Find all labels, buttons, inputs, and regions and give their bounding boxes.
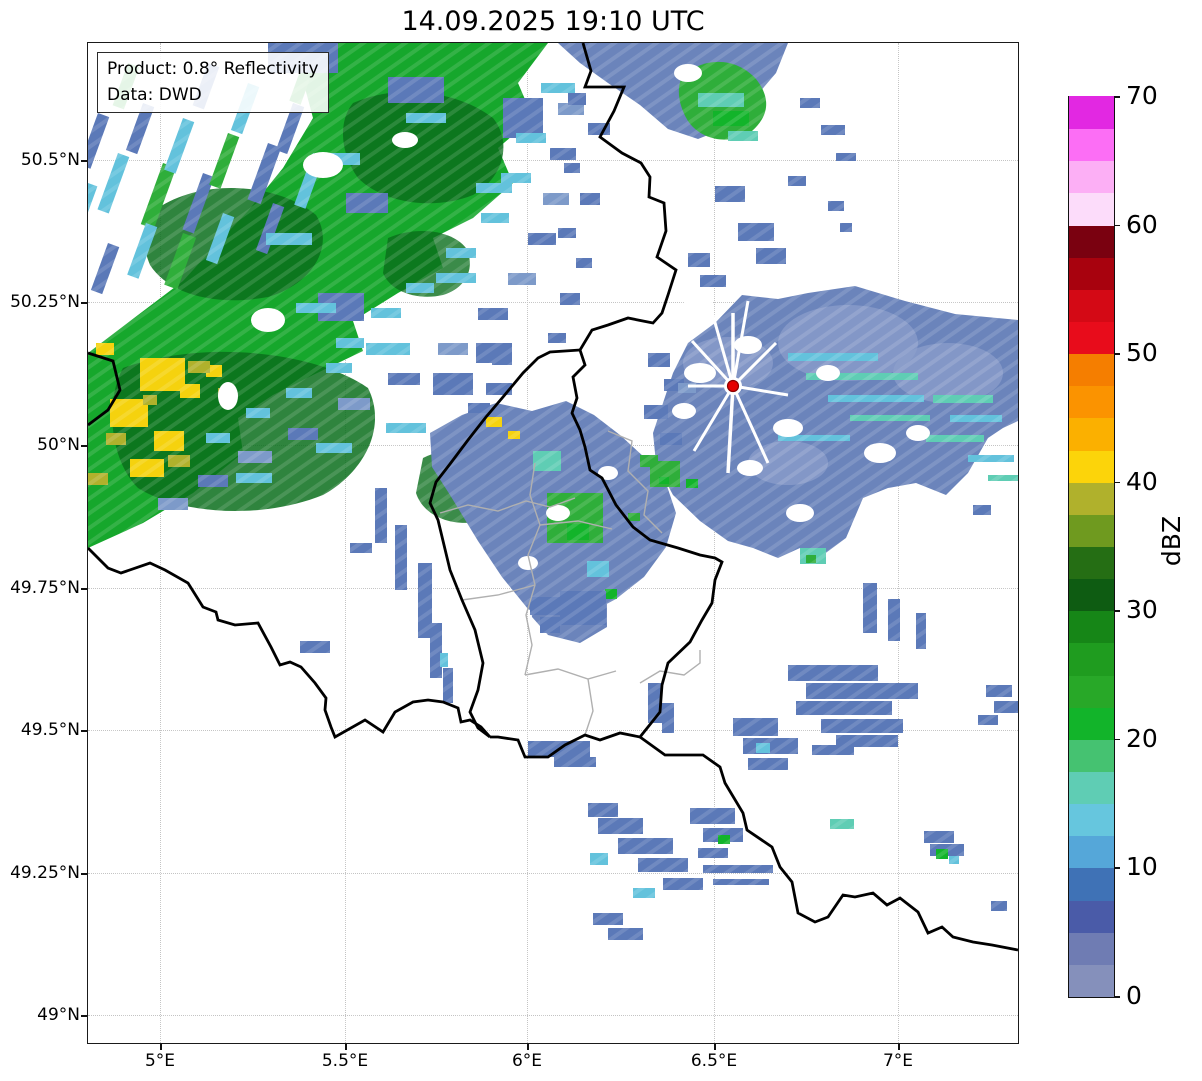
lat-tick-mark — [81, 160, 87, 162]
admin-line — [524, 462, 541, 676]
colorbar-segment — [1069, 932, 1114, 965]
colorbar-tick-label: 10 — [1126, 852, 1158, 882]
border-lu-south — [490, 731, 641, 759]
colorbar-segment — [1069, 385, 1114, 419]
colorbar-tick-label: 70 — [1126, 81, 1158, 110]
colorbar-segment — [1069, 96, 1114, 130]
lat-tick-mark — [81, 873, 87, 875]
colorbar-segment — [1069, 642, 1114, 676]
admin-line — [639, 650, 701, 684]
border-de-be-lu — [570, 43, 1018, 952]
lat-tick-mark — [81, 302, 87, 304]
colorbar-segment — [1069, 964, 1114, 997]
colorbar-tick-mark — [1114, 610, 1120, 612]
lon-tick-mark — [160, 1044, 162, 1050]
colorbar-segment — [1069, 449, 1114, 483]
lat-tick-label: 50°N — [37, 435, 80, 455]
lon-tick-mark — [345, 1044, 347, 1050]
map-plot-area — [88, 43, 1018, 1043]
colorbar-segment — [1069, 417, 1114, 451]
colorbar-tick-mark — [1114, 996, 1120, 998]
colorbar-segment — [1069, 771, 1114, 805]
admin-line — [439, 497, 576, 514]
lon-tick-label: 6.5°E — [690, 1051, 738, 1071]
colorbar-segment — [1069, 128, 1114, 162]
colorbar-tick-mark — [1114, 224, 1120, 227]
colorbar-tick-mark — [1114, 738, 1120, 741]
colorbar-segment — [1069, 482, 1114, 515]
colorbar-segment — [1069, 224, 1114, 258]
border-be-fr — [88, 547, 492, 740]
colorbar-tick-label: 20 — [1126, 723, 1158, 753]
lon-tick-mark — [898, 1044, 900, 1050]
radial-streak-texture — [88, 43, 1018, 1043]
lat-tick-mark — [81, 1015, 87, 1017]
lon-tick-label: 5.5°E — [321, 1051, 369, 1071]
colorbar-segment — [1069, 803, 1114, 837]
colorbar-segment — [1069, 899, 1114, 933]
colorbar-axis-label: dBZ — [1157, 515, 1186, 567]
border-west-stub — [88, 351, 122, 427]
lat-tick-mark — [81, 588, 87, 590]
admin-line — [607, 430, 663, 534]
colorbar-segment — [1069, 321, 1114, 355]
admin-line — [524, 668, 617, 736]
colorbar-segment — [1069, 160, 1114, 194]
colorbar-tick-label: 40 — [1126, 466, 1158, 496]
lon-tick-mark — [527, 1044, 529, 1050]
lon-tick-label: 7°E — [882, 1051, 914, 1071]
lat-tick-label: 49.5°N — [20, 720, 80, 740]
country-borders-layer — [88, 43, 1018, 952]
radar-map-canvas — [88, 43, 1018, 1043]
lat-tick-mark — [81, 445, 87, 447]
colorbar-segment — [1069, 835, 1114, 869]
lat-tick-label: 49°N — [37, 1005, 80, 1025]
lat-tick-label: 49.25°N — [10, 863, 80, 883]
colorbar-segment — [1069, 610, 1114, 644]
colorbar-tick-label: 50 — [1126, 338, 1158, 368]
border-be-lu-west — [428, 348, 581, 739]
colorbar-segment — [1069, 353, 1114, 387]
radar-site-marker — [726, 379, 740, 393]
product-annotation-box: Product: 0.8° Reflectivity Data: DWD — [97, 52, 329, 113]
colorbar-segment — [1069, 707, 1114, 740]
lon-tick-label: 6°E — [511, 1051, 543, 1071]
colorbar-segment — [1069, 578, 1114, 612]
colorbar-tick-mark — [1114, 96, 1120, 98]
colorbar-segment — [1069, 739, 1114, 772]
colorbar-segment — [1069, 257, 1114, 290]
dbz-colorbar — [1068, 96, 1115, 998]
colorbar-segment — [1069, 514, 1114, 547]
colorbar-segment — [1069, 289, 1114, 322]
data-source-line: Data: DWD — [107, 84, 202, 105]
lon-tick-mark — [714, 1044, 716, 1050]
colorbar-segment — [1069, 674, 1114, 708]
colorbar-segment — [1069, 192, 1114, 226]
colorbar-tick-label: 0 — [1126, 981, 1142, 1010]
colorbar-tick-mark — [1114, 481, 1120, 484]
figure-title: 14.09.2025 19:10 UTC — [401, 6, 705, 37]
admin-line — [461, 520, 613, 601]
colorbar-tick-label: 30 — [1126, 595, 1158, 625]
colorbar-segment — [1069, 546, 1114, 580]
lat-tick-label: 49.75°N — [10, 578, 80, 598]
colorbar-segment — [1069, 867, 1114, 901]
colorbar-tick-mark — [1114, 867, 1120, 870]
colorbar-tick-mark — [1114, 353, 1120, 355]
lat-tick-label: 50.25°N — [10, 292, 80, 312]
lat-tick-label: 50.5°N — [20, 150, 80, 170]
lat-tick-mark — [81, 730, 87, 732]
product-line: Product: 0.8° Reflectivity — [107, 59, 319, 79]
colorbar-tick-label: 60 — [1126, 209, 1158, 239]
lon-tick-label: 5°E — [144, 1051, 176, 1071]
admin-borders-layer — [439, 430, 701, 736]
